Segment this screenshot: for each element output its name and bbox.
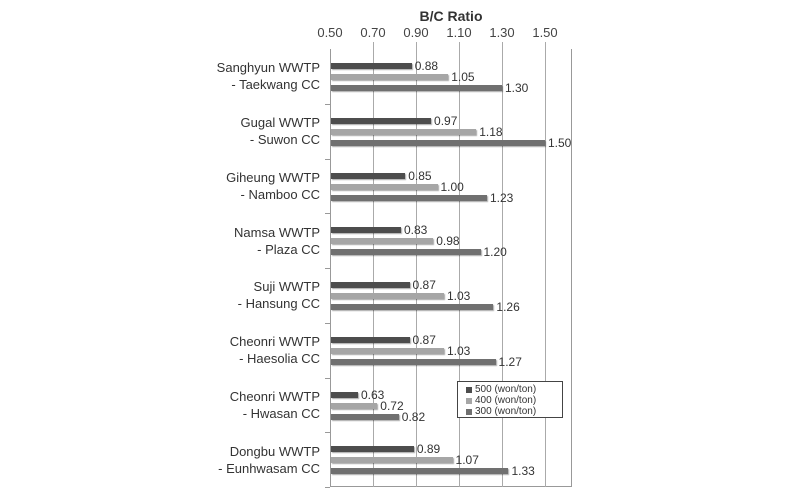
legend-label: 300 (won/ton)	[475, 406, 537, 417]
legend-label: 500 (won/ton)	[475, 384, 537, 395]
data-label: 0.89	[416, 442, 441, 457]
category-label: Dongbu WWTP - Eunhwasam CC	[218, 443, 320, 476]
bar	[331, 74, 449, 80]
data-label: 0.63	[360, 387, 385, 402]
bar	[331, 183, 438, 190]
category-label: Cheonri WWTP - Hwasan CC	[229, 388, 320, 421]
bar	[331, 413, 399, 420]
data-label: 1.27	[498, 354, 522, 369]
legend: 500 (won/ton) 400 (won/ton) 300 (won/ton)	[457, 381, 563, 418]
data-label: 1.23	[489, 190, 514, 205]
bar	[331, 336, 410, 343]
category-label: Cheonri WWTP - Haesolia CC	[229, 334, 320, 367]
y-tick	[325, 487, 330, 488]
y-tick	[325, 213, 330, 215]
category-label: Namsa WWTP - Plaza CC	[234, 224, 320, 257]
y-tick	[325, 103, 330, 105]
legend-item: 400 (won/ton)	[466, 395, 562, 406]
bar	[331, 63, 412, 69]
x-tick-label: 0.70	[360, 25, 386, 40]
bar	[331, 128, 477, 135]
data-label: 0.88	[414, 59, 439, 73]
category-label: Giheung WWTP - Namboo CC	[226, 169, 320, 202]
bar	[331, 139, 545, 146]
data-label: 1.05	[451, 70, 475, 84]
bar	[331, 85, 502, 91]
legend-label: 400 (won/ton)	[475, 395, 537, 406]
data-label: 1.18	[479, 124, 503, 139]
y-tick	[325, 158, 330, 160]
chart-title: B/C Ratio	[419, 8, 483, 24]
legend-swatch-icon	[466, 386, 472, 393]
bar	[331, 446, 414, 453]
gridline	[373, 42, 374, 487]
y-tick	[325, 432, 330, 434]
data-label: 1.50	[548, 135, 572, 150]
y-axis	[330, 49, 331, 487]
x-tick-label: 0.90	[403, 25, 429, 40]
data-label: 1.03	[446, 343, 471, 358]
data-label: 0.83	[403, 223, 428, 238]
y-tick	[325, 322, 330, 324]
data-label: 1.26	[496, 300, 520, 314]
plot-area	[330, 49, 572, 487]
data-label: 1.00	[440, 179, 464, 194]
bar	[331, 304, 494, 310]
data-label: 1.33	[511, 464, 535, 479]
bar	[331, 172, 406, 179]
data-label: 0.85	[408, 168, 432, 183]
bar	[331, 227, 401, 234]
data-label: 0.87	[412, 278, 436, 292]
data-label: 0.97	[434, 113, 458, 128]
bar	[331, 391, 358, 398]
data-label: 0.82	[401, 409, 426, 424]
legend-swatch-icon	[466, 397, 472, 404]
x-tick-label: 0.50	[317, 25, 343, 40]
bar	[331, 468, 509, 475]
data-label: 1.03	[446, 289, 471, 303]
gridline	[545, 42, 546, 487]
bar	[331, 402, 378, 409]
gridline	[459, 42, 460, 487]
gridline	[502, 42, 503, 487]
data-label: 1.07	[455, 453, 479, 468]
data-label: 1.30	[505, 81, 529, 95]
legend-item: 500 (won/ton)	[466, 384, 562, 395]
bar	[331, 457, 453, 464]
x-tick-label: 1.30	[489, 25, 515, 40]
bar	[331, 117, 432, 124]
bar	[331, 238, 434, 245]
category-label: Sanghyun WWTP - Taekwang CC	[216, 60, 320, 93]
bar	[331, 194, 487, 201]
data-label: 0.87	[412, 332, 436, 347]
y-tick	[325, 377, 330, 379]
y-tick	[325, 268, 330, 269]
bar	[331, 293, 444, 299]
bar	[331, 249, 481, 256]
legend-swatch-icon	[466, 408, 472, 415]
legend-item: 300 (won/ton)	[466, 406, 562, 417]
data-label: 1.20	[483, 245, 507, 260]
bar	[331, 282, 410, 288]
x-tick-label: 1.50	[532, 25, 558, 40]
data-label: 0.72	[380, 398, 404, 413]
gridline	[416, 42, 417, 487]
bar	[331, 358, 496, 365]
category-label: Suji WWTP - Hansung CC	[237, 279, 320, 312]
data-label: 0.98	[436, 234, 460, 249]
x-tick-label: 1.10	[446, 25, 472, 40]
bar	[331, 347, 444, 354]
category-label: Gugal WWTP - Suwon CC	[240, 115, 320, 148]
